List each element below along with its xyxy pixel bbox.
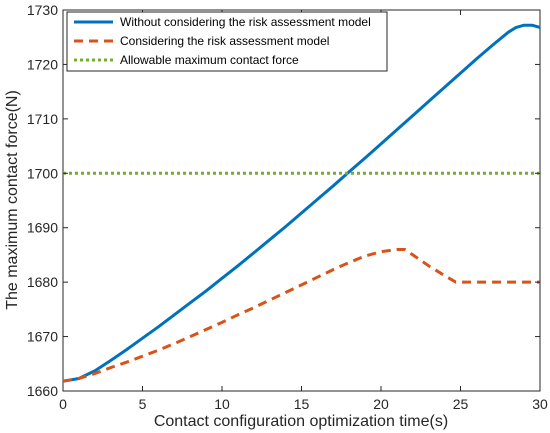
- x-tick-label: 5: [139, 396, 147, 412]
- series-line-2: [62, 248, 540, 383]
- series-line-1: [62, 23, 541, 383]
- x-tick-label: 20: [373, 396, 389, 412]
- y-tick-label: 1730: [27, 2, 58, 18]
- x-tick-label: 10: [214, 396, 230, 412]
- y-tick-label: 1720: [27, 56, 58, 72]
- y-tick-label: 1670: [27, 329, 58, 345]
- x-tick-label: 25: [453, 396, 469, 412]
- legend: Without considering the risk assessment …: [66, 11, 388, 72]
- legend-box: [66, 11, 388, 72]
- y-tick-label: 1660: [27, 383, 58, 399]
- x-axis-title: Contact configuration optimization time(…: [154, 413, 448, 430]
- y-tick-label: 1710: [27, 111, 58, 127]
- x-tick-label: 30: [532, 396, 548, 412]
- x-tick-label: 0: [59, 396, 67, 412]
- y-tick-label: 1700: [27, 165, 58, 181]
- x-tick-label: 15: [294, 396, 310, 412]
- series-layer: [62, 23, 541, 383]
- legend-label-2: Considering the risk assessment model: [120, 34, 329, 48]
- y-tick-label: 1680: [27, 274, 58, 290]
- legend-label-1: Without considering the risk assessment …: [120, 15, 371, 29]
- y-tick-label: 1690: [27, 220, 58, 236]
- y-axis-title: The maximum contact force(N): [4, 90, 21, 310]
- legend-label-3: Allowable maximum contact force: [120, 53, 299, 67]
